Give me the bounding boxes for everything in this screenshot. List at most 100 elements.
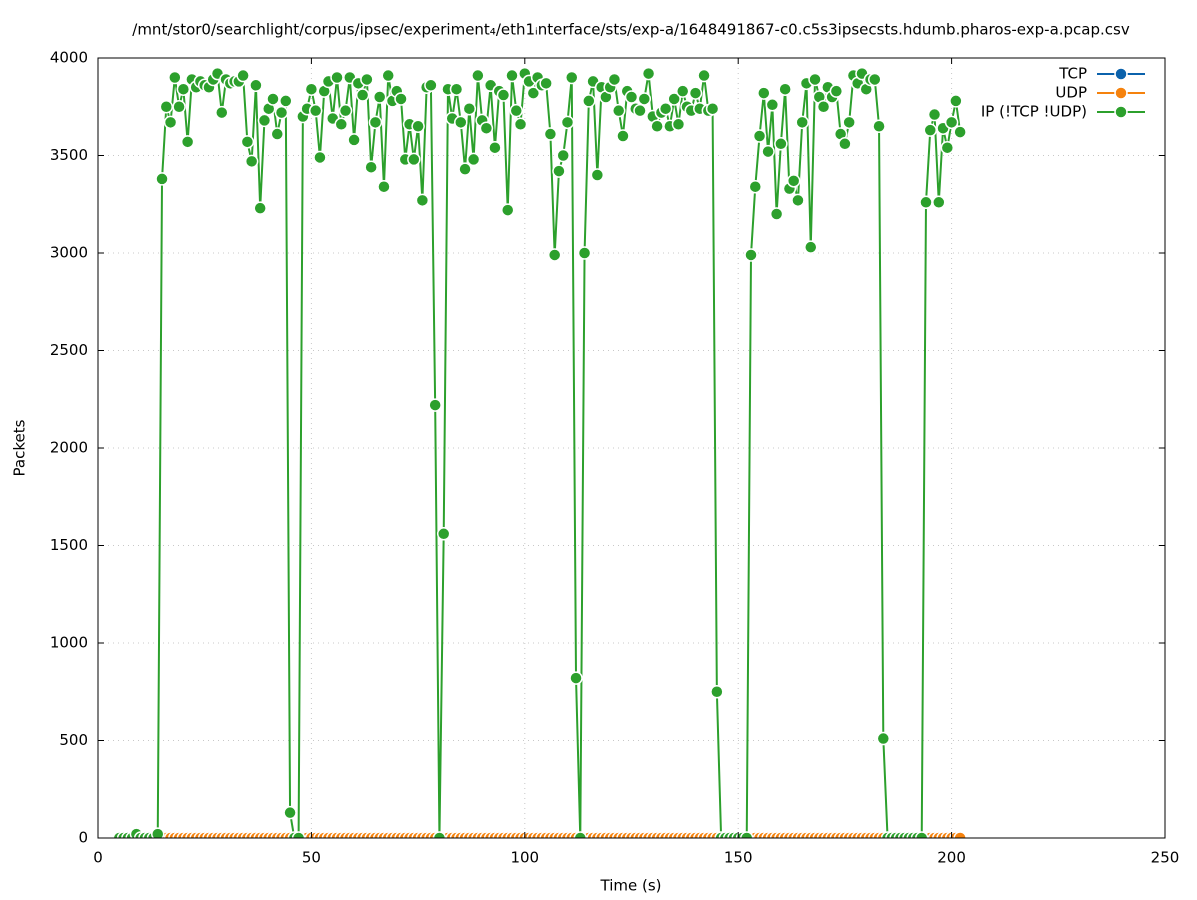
data-point — [355, 88, 370, 102]
data-point — [249, 78, 263, 93]
data-point — [914, 831, 929, 838]
data-point — [381, 68, 395, 83]
data-point — [338, 103, 353, 118]
data-point — [364, 160, 378, 174]
data-point — [163, 115, 178, 130]
data-point — [953, 831, 967, 838]
legend-label: IP (!TCP !UDP) — [981, 103, 1087, 121]
data-point — [505, 68, 519, 83]
data-point — [180, 135, 195, 149]
data-point — [616, 129, 630, 143]
data-point — [411, 119, 425, 133]
data-point — [458, 162, 472, 176]
data-point — [633, 103, 647, 118]
data-point — [919, 195, 933, 210]
data-point — [407, 152, 421, 167]
data-point — [624, 90, 639, 104]
data-point — [816, 100, 831, 114]
legend-label: TCP — [1058, 65, 1087, 83]
data-point — [291, 831, 306, 838]
data-point — [509, 103, 524, 118]
data-point — [577, 246, 592, 260]
data-point — [786, 174, 801, 188]
data-point — [590, 168, 605, 182]
data-point — [377, 179, 391, 194]
y-tick-label: 1500 — [50, 536, 88, 554]
y-tick-label: 1000 — [50, 634, 88, 652]
data-point — [279, 94, 293, 108]
data-point — [582, 94, 596, 108]
data-point — [804, 240, 818, 254]
data-point — [611, 103, 626, 118]
axes-layer: 0 50 100 150 200 2500500100015002000250030003… — [50, 49, 1180, 867]
data-point — [176, 82, 191, 96]
y-tick-label: 3000 — [50, 244, 88, 262]
legend-marker — [1114, 67, 1128, 81]
data-point — [168, 70, 182, 85]
data-point — [658, 101, 673, 116]
data-point — [253, 201, 267, 215]
y-tick-label: 4000 — [50, 49, 88, 67]
data-point — [808, 72, 822, 87]
data-point — [304, 82, 319, 96]
data-point — [949, 94, 963, 108]
data-point — [868, 72, 882, 87]
data-point — [838, 137, 852, 151]
data-point — [573, 831, 588, 838]
data-point — [330, 70, 344, 85]
data-point — [449, 82, 464, 96]
data-point — [795, 115, 809, 130]
x-tick-label: 100 — [510, 849, 539, 867]
x-tick-label: 250 — [1151, 849, 1180, 867]
y-axis-label: Packets — [11, 419, 29, 476]
legend-marker — [1114, 86, 1128, 100]
data-point — [705, 101, 720, 116]
chart-title: /mnt/stor0/searchlight/corpus/ipsec/expe… — [132, 21, 1130, 39]
data-point — [424, 78, 438, 93]
data-point — [829, 84, 844, 98]
data-point — [543, 127, 558, 141]
data-point — [372, 90, 387, 104]
data-point — [215, 105, 229, 120]
data-point — [778, 82, 792, 96]
data-point — [752, 129, 767, 143]
data-point — [496, 88, 511, 102]
x-axis-label: Time (s) — [600, 877, 662, 895]
y-tick-label: 2500 — [50, 341, 88, 359]
x-tick-label: 0 — [93, 849, 103, 867]
data-point — [697, 68, 711, 83]
data-point — [368, 115, 383, 130]
data-point — [313, 150, 327, 165]
data-point — [151, 827, 165, 838]
data-point — [454, 115, 468, 130]
data-point — [244, 154, 259, 169]
x-tick-label: 50 — [302, 849, 321, 867]
data-point — [526, 86, 541, 100]
data-point — [308, 103, 323, 118]
data-point — [155, 172, 169, 186]
data-point — [274, 105, 289, 120]
data-point — [560, 115, 575, 130]
data-point — [466, 152, 481, 167]
data-point — [159, 100, 174, 114]
data-point — [923, 123, 938, 137]
x-tick-label: 200 — [937, 849, 966, 867]
y-tick-label: 3500 — [50, 146, 88, 164]
data-point — [757, 86, 771, 100]
data-point — [761, 144, 775, 159]
data-point — [428, 398, 442, 412]
data-point — [539, 76, 553, 91]
legend-label: UDP — [1055, 84, 1087, 102]
data-point — [436, 527, 451, 541]
data-point — [872, 119, 886, 133]
data-point — [257, 113, 272, 128]
data-point — [564, 70, 579, 85]
data-point — [637, 92, 652, 106]
data-point — [675, 84, 690, 98]
data-point — [513, 117, 528, 132]
data-point — [932, 195, 946, 210]
data-point — [688, 86, 703, 100]
data-point — [479, 121, 494, 135]
data-point — [236, 68, 250, 83]
